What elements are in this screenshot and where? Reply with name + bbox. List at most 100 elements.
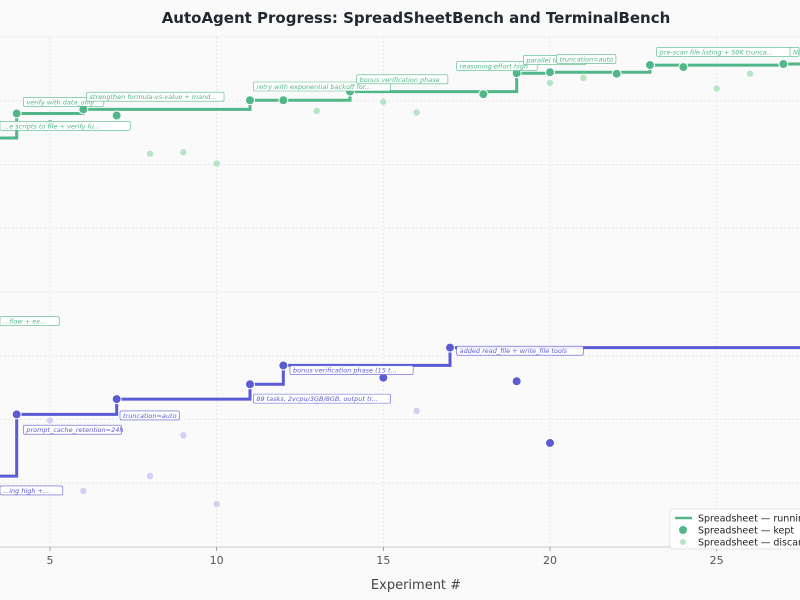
- legend-label: Spreadsheet — running b...: [698, 514, 800, 525]
- spreadsheet-kept-point: [245, 95, 255, 106]
- x-axis-label: Experiment #: [371, 578, 461, 593]
- terminal-annotation: truncation=auto: [119, 410, 180, 421]
- terminal-kept-point: [445, 342, 455, 353]
- annotation-text: strengthen formula-vs-value + mand...: [90, 93, 217, 101]
- annotation-box: [23, 97, 105, 107]
- terminal-kept-point: [111, 394, 122, 405]
- terminal-kept-point: [11, 409, 22, 420]
- legend-box: [669, 508, 800, 550]
- annotation-box: [0, 316, 60, 326]
- spreadsheet-discarded-point: [213, 160, 220, 167]
- spreadsheet-discarded-point: [180, 149, 187, 156]
- legend-label: Spreadsheet — discarde...: [698, 538, 800, 549]
- terminal-annotation: prompt_cache_retention=24h: [23, 424, 124, 435]
- x-tick-label: 10: [210, 554, 224, 567]
- legend-label: Spreadsheet — kept: [698, 526, 794, 537]
- annotation-text: added read_file + write_file tools: [460, 347, 568, 355]
- spreadsheet-kept-point: [611, 68, 622, 79]
- annotation-text: reasoning effort high: [460, 63, 528, 71]
- spreadsheet-annotation: reasoning effort high: [456, 61, 538, 71]
- annotation-text: pre-scan file listing + 50K trunca...: [659, 48, 773, 56]
- x-tick-label: 5: [47, 554, 54, 567]
- spreadsheet-annotation: strengthen formula-vs-value + mand...: [86, 91, 225, 102]
- spreadsheet-annotation: retry with exponential backoff for...: [253, 81, 391, 92]
- terminal-annotation: added read_file + write_file tools: [456, 345, 584, 356]
- annotation-box: [456, 345, 584, 356]
- annotation-text: truncation=auto: [560, 55, 614, 63]
- spreadsheet-discarded-point: [746, 70, 754, 77]
- spreadsheet-discarded-point: [380, 98, 387, 105]
- annotation-text: NO...: [793, 48, 800, 56]
- terminal-discarded-point: [146, 472, 154, 480]
- terminal-annotation: 89 tasks, 2vcpu/3GB/8GB, output tr...: [253, 393, 391, 404]
- annotation-box: [556, 54, 617, 64]
- terminal-discarded-point: [80, 487, 87, 495]
- annotation-box: [253, 393, 391, 404]
- chart-title: AutoAgent Progress: SpreadSheetBench and…: [162, 9, 671, 27]
- annotation-box: [456, 61, 538, 71]
- annotation-box: [119, 410, 180, 421]
- terminal-kept-point: [245, 379, 255, 390]
- x-tick-label: 15: [376, 554, 390, 567]
- spreadsheet-annotation: truncation=auto: [556, 54, 617, 64]
- spreadsheet-discarded-point: [580, 74, 587, 82]
- terminal-discarded-point: [413, 407, 420, 415]
- annotation-text: ...e scripts to file + verify fu...: [3, 122, 100, 130]
- legend-swatch-discarded: [680, 539, 686, 545]
- spreadsheet-kept-point: [678, 62, 689, 73]
- terminal-kept-point: [545, 437, 555, 448]
- annotation-box: [0, 120, 131, 131]
- spreadsheet-discarded-point: [313, 107, 320, 115]
- annotation-text: bonus verification phase: [360, 76, 440, 84]
- annotation-box: [86, 91, 225, 102]
- annotation-text: bonus verification phase (15 t...: [293, 367, 397, 375]
- annotation-box: [0, 485, 64, 496]
- annotation-text: verify with data_only: [26, 98, 94, 106]
- annotation-box: [289, 365, 414, 375]
- annotation-text: ...ing high +...: [3, 487, 49, 495]
- spreadsheet-discarded-point: [146, 150, 154, 157]
- spreadsheet-kept-point: [111, 110, 122, 121]
- spreadsheet-annotation: NO...: [789, 47, 800, 57]
- terminal-annotation: bonus verification phase (15 t...: [289, 365, 414, 375]
- annotation-box: [789, 47, 800, 57]
- x-tick-label: 25: [710, 554, 724, 567]
- spreadsheet-annotation: ...flow + ex...: [0, 316, 60, 326]
- x-axis: 5 10 15 20 25: [0, 546, 800, 567]
- spreadsheet-kept-point: [545, 67, 555, 78]
- terminal-kept-point: [278, 360, 289, 371]
- spreadsheet-kept-point: [11, 108, 22, 119]
- terminal-kept-point: [511, 376, 522, 387]
- legend-swatch-kept: [679, 526, 687, 534]
- spreadsheet-running-best-line: [0, 62, 800, 140]
- terminal-discarded-point: [46, 417, 54, 424]
- annotation-text: retry with exponential backoff for...: [256, 83, 371, 91]
- annotation-box: [23, 424, 122, 435]
- running-lines: [0, 62, 800, 478]
- terminal-running-best-line: [0, 346, 800, 478]
- spreadsheet-annotation: pre-scan file listing + 50K trunca...: [656, 47, 795, 57]
- annotation-text: parallel tool...: [525, 56, 571, 64]
- legend: Spreadsheet — running b...Spreadsheet — …: [669, 508, 800, 550]
- annotation-box: [356, 74, 449, 85]
- terminal-discarded-point: [180, 432, 187, 439]
- spreadsheet-kept-point: [778, 59, 789, 70]
- x-tick-label: 20: [543, 554, 557, 567]
- spreadsheet-discarded-point: [546, 79, 554, 87]
- spreadsheet-discarded-point: [713, 85, 720, 92]
- spreadsheet-discarded-point: [413, 109, 420, 116]
- spreadsheet-kept-point: [278, 95, 289, 106]
- annotation-text: prompt_cache_retention=24h: [25, 426, 123, 434]
- spreadsheet-kept-point: [645, 60, 655, 71]
- spreadsheet-kept-point: [478, 89, 489, 100]
- terminal-discarded-point: [213, 500, 220, 508]
- spreadsheet-annotation: ...e scripts to file + verify fu...: [0, 120, 131, 131]
- spreadsheet-annotation: verify with data_only: [23, 97, 105, 107]
- annotation-text: ...flow + ex...: [3, 318, 46, 326]
- spreadsheet-annotation: bonus verification phase: [356, 74, 449, 85]
- terminal-annotation: ...ing high +...: [0, 485, 64, 496]
- annotation-box: [253, 81, 391, 92]
- annotations: ...e scripts to file + verify fu... verif…: [0, 47, 800, 496]
